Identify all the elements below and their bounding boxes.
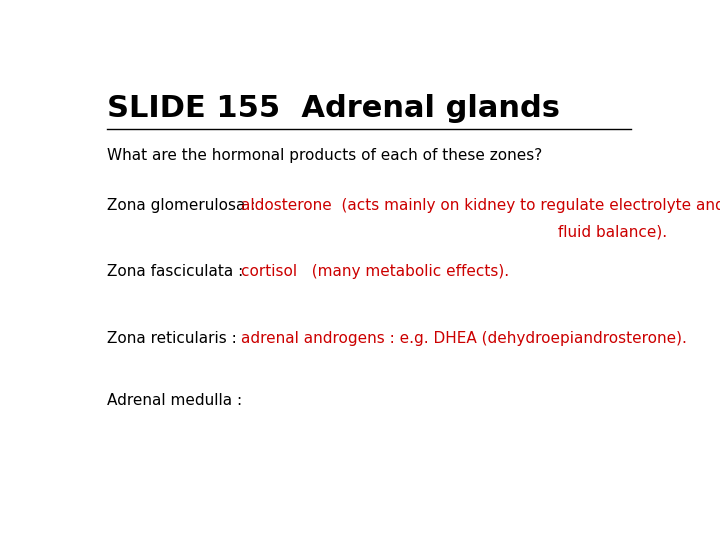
Text: adrenal androgens : e.g. DHEA (dehydroepiandrosterone).: adrenal androgens : e.g. DHEA (dehydroep…	[240, 331, 687, 346]
Text: Adrenal medulla :: Adrenal medulla :	[107, 393, 242, 408]
Text: Zona reticularis :: Zona reticularis :	[107, 331, 236, 346]
Text: Zona fasciculata :: Zona fasciculata :	[107, 265, 243, 279]
Text: SLIDE 155  Adrenal glands: SLIDE 155 Adrenal glands	[107, 94, 559, 123]
Text: aldosterone  (acts mainly on kidney to regulate electrolyte and: aldosterone (acts mainly on kidney to re…	[240, 198, 720, 213]
Text: What are the hormonal products of each of these zones?: What are the hormonal products of each o…	[107, 148, 542, 163]
Text: Zona glomerulosa :: Zona glomerulosa :	[107, 198, 255, 213]
Text: cortisol   (many metabolic effects).: cortisol (many metabolic effects).	[240, 265, 509, 279]
Text: fluid balance).: fluid balance).	[240, 225, 667, 240]
